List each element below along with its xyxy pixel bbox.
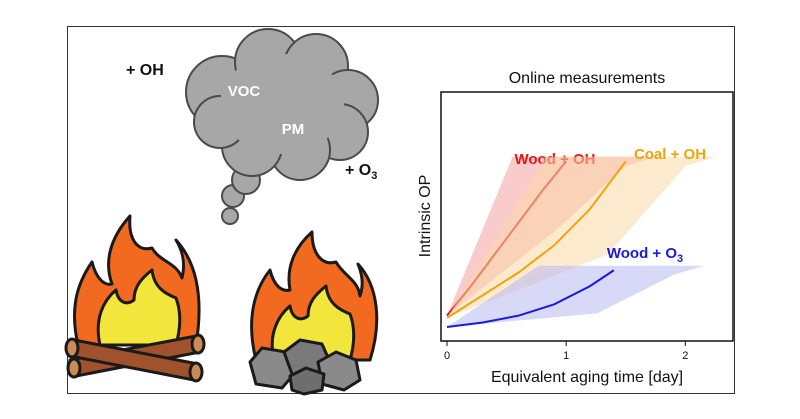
series-line-2 [446, 160, 627, 319]
x-tick-label-2: 2 [682, 350, 688, 362]
o3-label-sub: 3 [371, 170, 377, 182]
series-label-2: Coal + OH [634, 146, 706, 163]
series-label-main-2: Coal + OH [634, 146, 706, 163]
coal-fire-icon [248, 230, 379, 396]
series-label-main-3: Wood + O [607, 245, 677, 262]
wood-campfire-icon [64, 214, 206, 383]
x-tick-label-1: 1 [563, 350, 569, 362]
oh-label: + OH [126, 62, 164, 79]
band-3 [447, 265, 704, 327]
series-label-sub-3: 3 [677, 253, 683, 265]
pm-label: PM [282, 121, 305, 138]
band-1 [447, 156, 657, 316]
x-tick-label-0: 0 [444, 350, 450, 362]
voc-label: VOC [228, 83, 261, 100]
band-2 [447, 156, 716, 318]
series-label-3: Wood + O3 [607, 245, 683, 265]
series-line-3 [446, 269, 615, 328]
smoke-fill [220, 54, 344, 154]
o3-label-main: + O [345, 162, 371, 179]
chart-xlabel: Equivalent aging time [day] [491, 369, 683, 386]
chart-title: Online measurements [509, 70, 666, 87]
o3-label: + O3 [345, 162, 377, 182]
chart-ylabel: Intrinsic OP [417, 175, 434, 258]
